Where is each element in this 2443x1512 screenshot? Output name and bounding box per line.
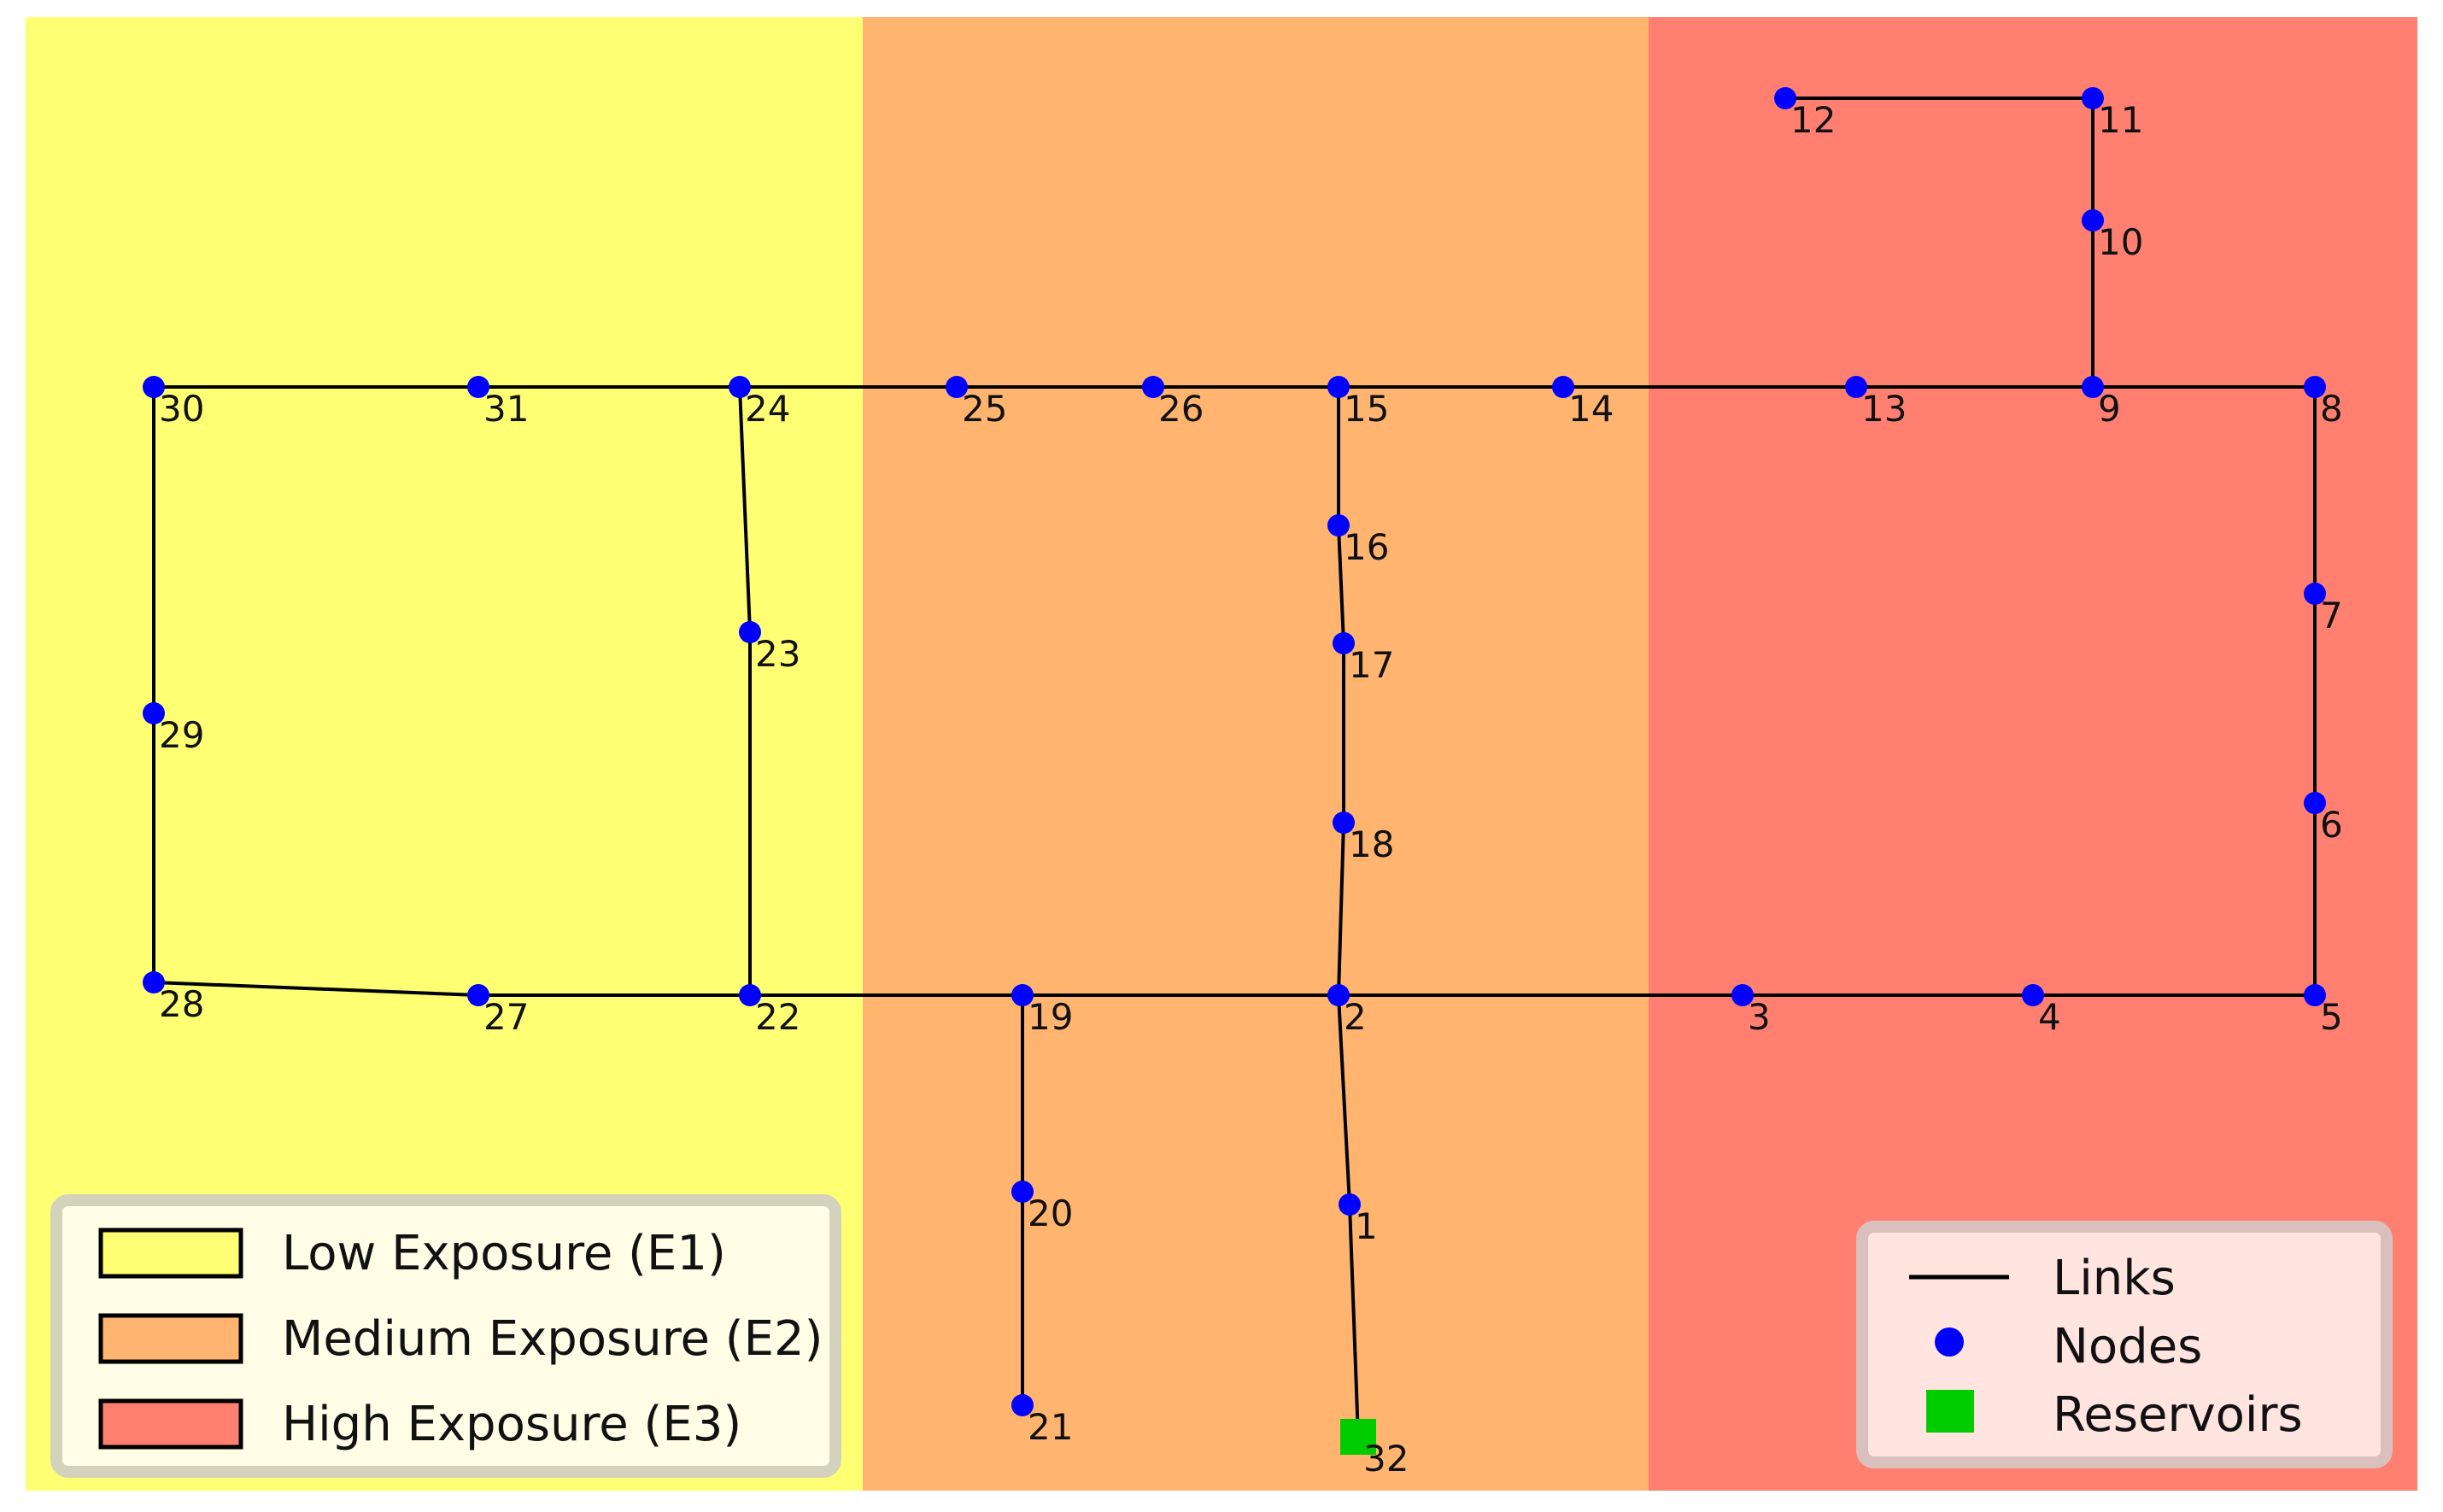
- node-2: [1327, 984, 1350, 1006]
- node-label-24: 24: [745, 388, 790, 430]
- node-label-19: 19: [1028, 996, 1073, 1038]
- link-32-1: [1348, 1204, 1360, 1438]
- node-label-4: 4: [2038, 996, 2061, 1038]
- node-3: [1731, 984, 1754, 1006]
- node-21: [1011, 1394, 1034, 1416]
- node-label-25: 25: [962, 388, 1007, 430]
- node-24: [729, 376, 751, 398]
- link-23-24: [738, 386, 752, 633]
- network-links: [152, 97, 2317, 1438]
- node-label-3: 3: [1748, 996, 1771, 1038]
- node-11: [2082, 87, 2104, 109]
- exposure-zones: [26, 17, 2417, 1491]
- node-label-13: 13: [1861, 388, 1907, 430]
- node-22: [739, 984, 761, 1006]
- link-1-2: [1337, 994, 1351, 1205]
- legend-element-label-2: Nodes: [2053, 1319, 2202, 1374]
- legend-element-label-3: Reservoirs: [2053, 1387, 2303, 1443]
- link-17-16: [1337, 525, 1345, 644]
- reservoir-32: [1340, 1419, 1376, 1455]
- node-4: [2022, 984, 2044, 1006]
- node-7: [2304, 583, 2326, 605]
- node-31: [467, 376, 489, 398]
- node-label-16: 16: [1344, 526, 1389, 568]
- node-15: [1327, 376, 1350, 398]
- legend-network-elements: Links Nodes Reservoirs: [1856, 1221, 2393, 1468]
- network-nodes: [143, 87, 2326, 1455]
- node-19: [1011, 984, 1034, 1006]
- node-label-21: 21: [1028, 1406, 1073, 1448]
- node-28: [143, 971, 165, 993]
- node-23: [739, 621, 761, 643]
- node-label-11: 11: [2098, 99, 2143, 141]
- node-label-10: 10: [2098, 221, 2143, 263]
- node-26: [1142, 376, 1164, 398]
- node-6: [2304, 792, 2326, 814]
- legend-zones-frame: [50, 1194, 841, 1478]
- legend-exposure-zones: Low Exposure (E1) Medium Exposure (E2) Hig…: [50, 1194, 841, 1478]
- legend-swatch-1: [98, 1228, 243, 1279]
- link-28-27: [153, 981, 479, 997]
- legend-zone-label-3: High Exposure (E3): [282, 1397, 741, 1452]
- node-label-20: 20: [1028, 1193, 1073, 1234]
- legend-nodes-symbol: [1935, 1327, 1964, 1357]
- node-label-8: 8: [2320, 388, 2343, 430]
- node-12: [1774, 87, 1796, 109]
- link-2-18: [1337, 822, 1345, 996]
- node-9: [2082, 376, 2104, 398]
- node-27: [467, 984, 489, 1006]
- node-label-9: 9: [2098, 388, 2121, 430]
- node-label-27: 27: [483, 996, 529, 1038]
- legend-elements-frame: [1856, 1221, 2393, 1468]
- zone-e2: [863, 17, 1649, 1491]
- node-14: [1552, 376, 1574, 398]
- node-8: [2304, 376, 2326, 398]
- node-13: [1845, 376, 1867, 398]
- legend-reservoirs-symbol: [1926, 1390, 1974, 1433]
- node-label-6: 6: [2320, 804, 2343, 846]
- node-20: [1011, 1181, 1034, 1203]
- node-5: [2304, 984, 2326, 1006]
- legend-zone-label-2: Medium Exposure (E2): [282, 1311, 823, 1367]
- node-label-14: 14: [1568, 388, 1614, 430]
- node-label-18: 18: [1349, 823, 1394, 865]
- legend-zone-label-1: Low Exposure (E1): [282, 1226, 726, 1281]
- node-label-23: 23: [755, 633, 800, 675]
- node-16: [1327, 514, 1350, 536]
- node-label-17: 17: [1349, 644, 1394, 686]
- legend-element-label-1: Links: [2053, 1251, 2176, 1306]
- node-label-31: 31: [483, 388, 529, 430]
- legend-swatch-2: [98, 1313, 243, 1364]
- node-25: [946, 376, 968, 398]
- node-30: [143, 376, 165, 398]
- node-29: [143, 702, 165, 724]
- node-18: [1333, 812, 1355, 834]
- node-label-1: 1: [1355, 1205, 1378, 1247]
- node-1: [1339, 1193, 1361, 1216]
- legend-swatch-3: [98, 1398, 243, 1450]
- node-label-30: 30: [159, 388, 204, 430]
- node-label-22: 22: [755, 996, 800, 1038]
- node-label-12: 12: [1790, 99, 1836, 141]
- node-label-26: 26: [1158, 388, 1204, 430]
- node-label-15: 15: [1344, 388, 1389, 430]
- node-label-29: 29: [159, 714, 204, 756]
- node-label-2: 2: [1344, 996, 1367, 1038]
- node-10: [2082, 209, 2104, 231]
- node-label-32: 32: [1363, 1438, 1409, 1480]
- node-17: [1333, 632, 1355, 654]
- node-label-7: 7: [2320, 595, 2343, 636]
- node-label-5: 5: [2320, 996, 2343, 1038]
- node-label-28: 28: [159, 983, 204, 1025]
